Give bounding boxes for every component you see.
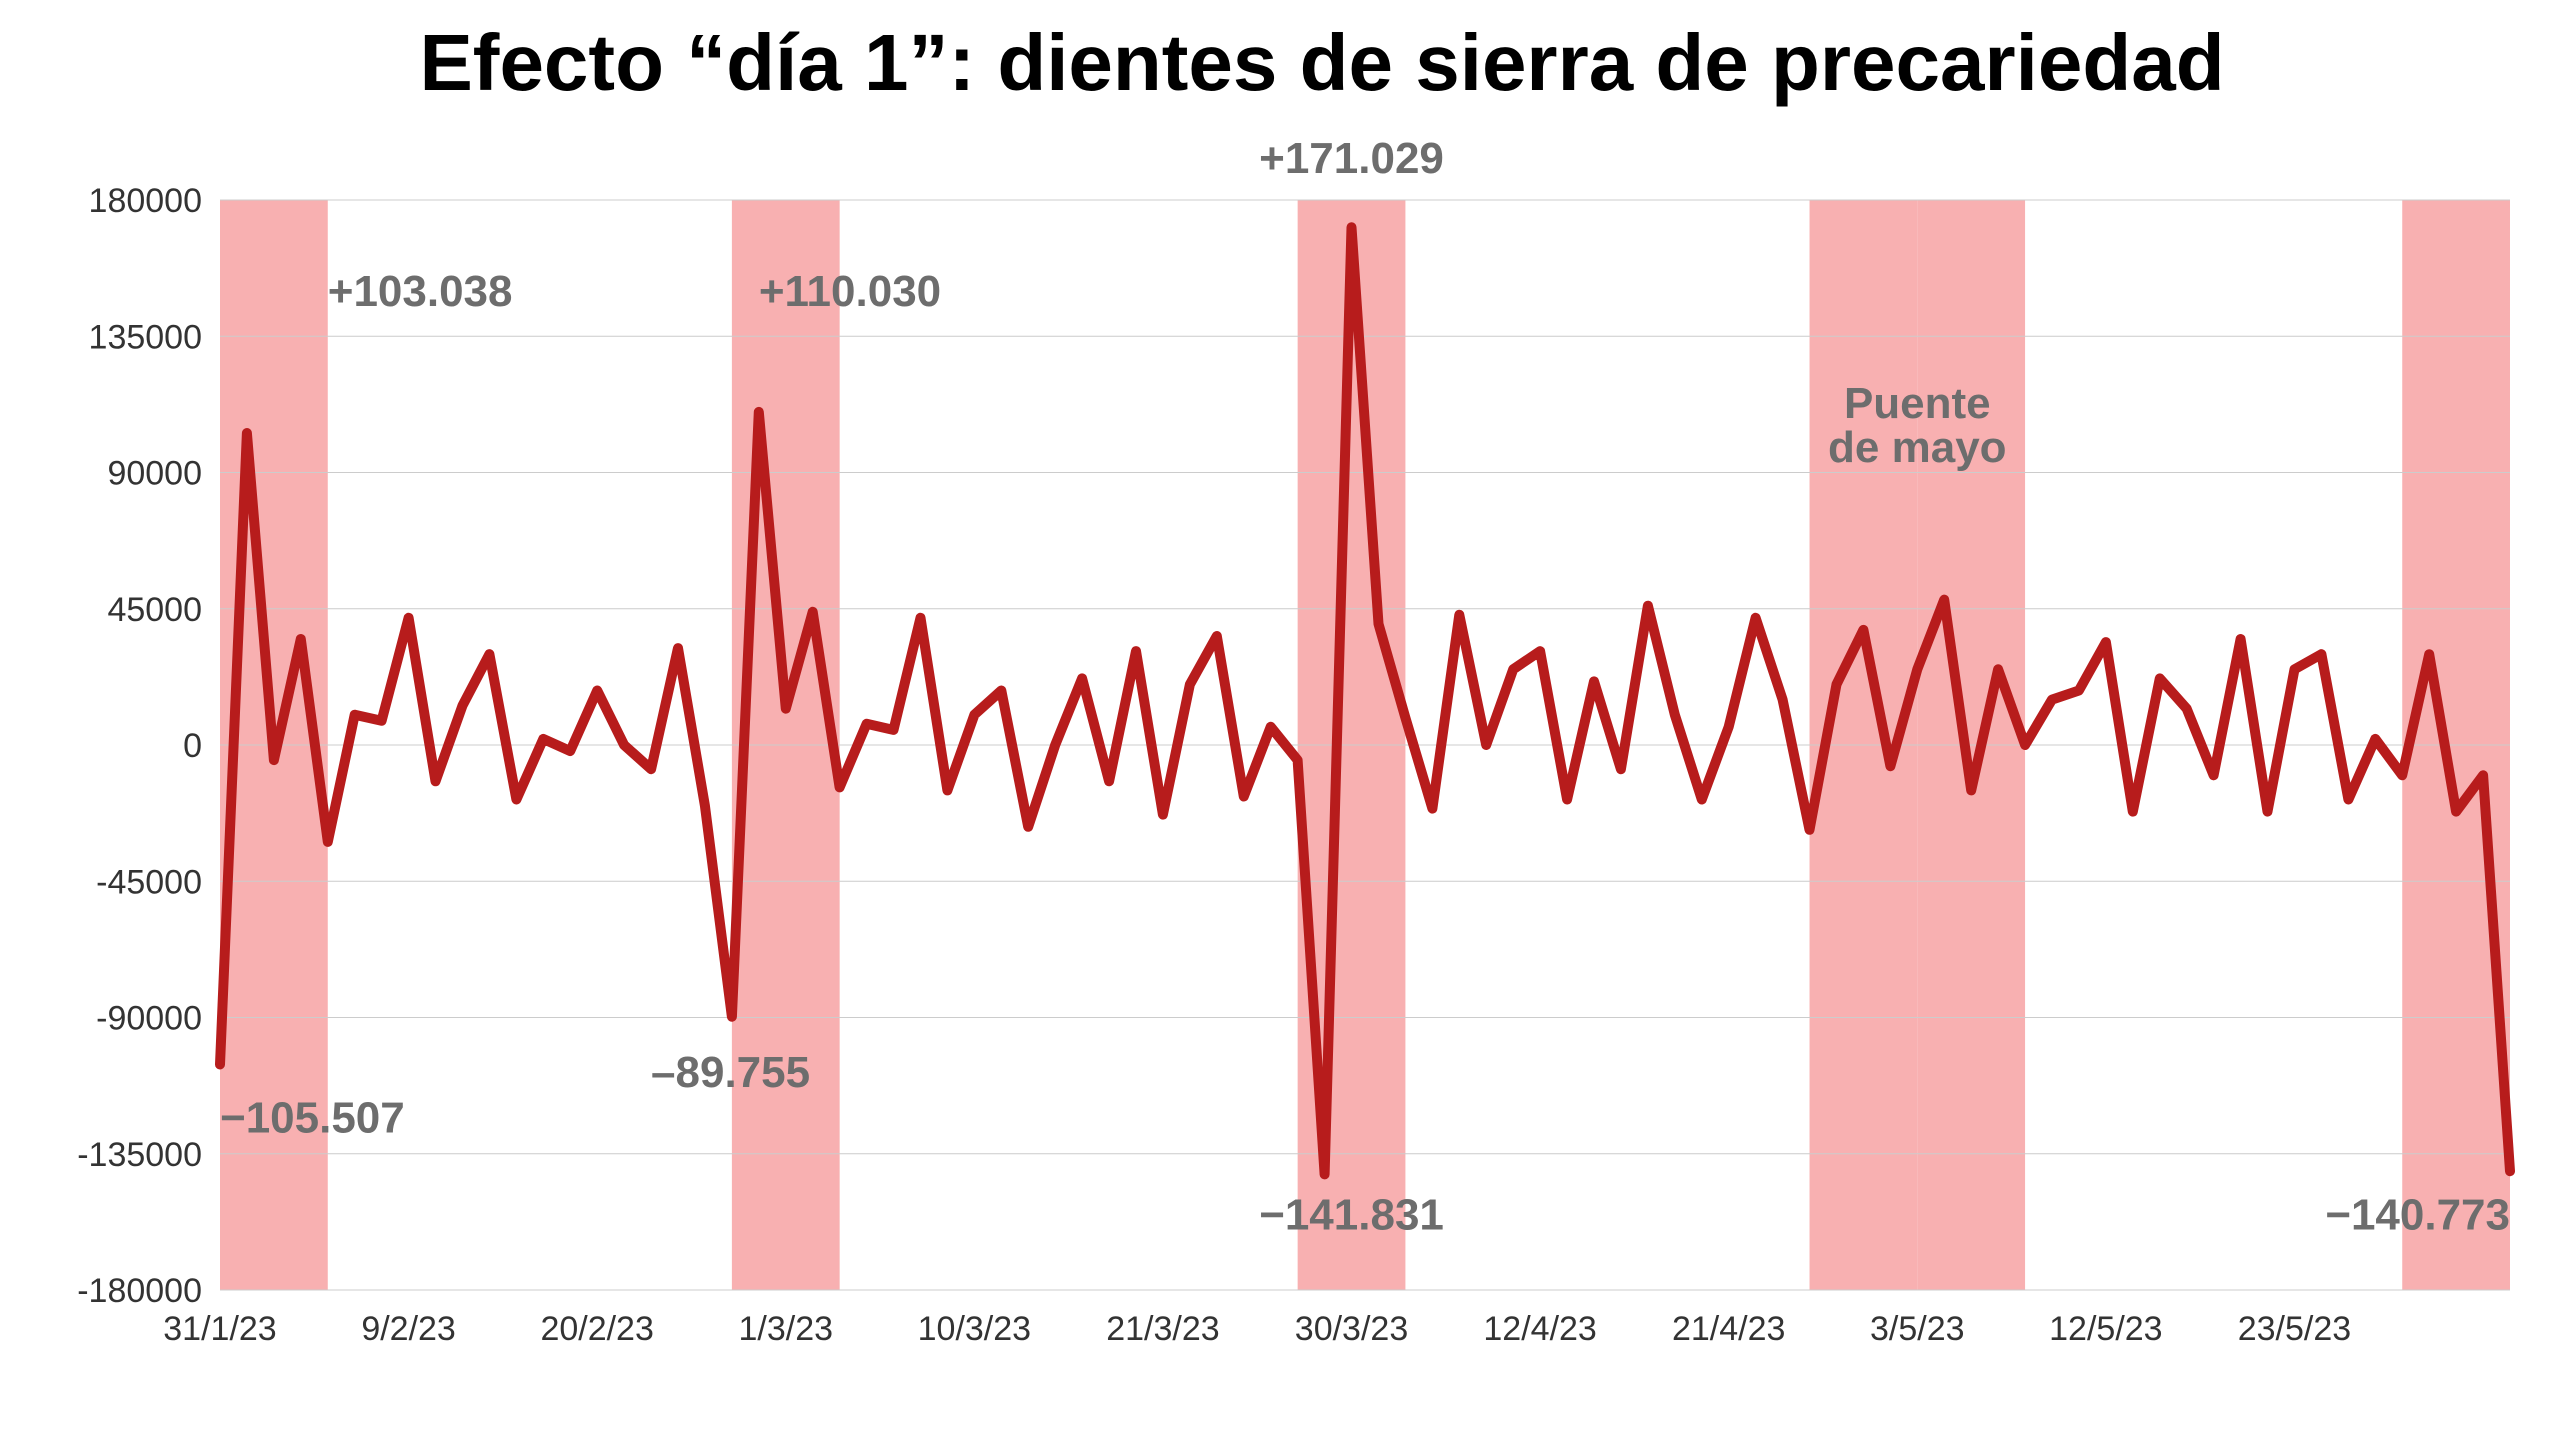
chart-container: Efecto “día 1”: dientes de sierra de pre… (0, 0, 2564, 1432)
annotation-label: de mayo (1828, 423, 2007, 472)
annotation-label: −105.507 (220, 1094, 405, 1143)
x-tick-label: 9/2/23 (361, 1310, 456, 1348)
x-tick-label: 10/3/23 (918, 1310, 1031, 1348)
x-tick-label: 23/5/23 (2238, 1310, 2351, 1348)
y-tick-label: 0 (183, 727, 202, 765)
annotation-label: +103.038 (328, 267, 513, 316)
x-tick-label: 12/5/23 (2049, 1310, 2162, 1348)
y-tick-label: -135000 (77, 1136, 202, 1174)
y-tick-label: -90000 (96, 1000, 202, 1038)
annotation-label: +171.029 (1259, 134, 1444, 183)
x-tick-label: 21/4/23 (1672, 1310, 1785, 1348)
y-tick-label: 135000 (89, 318, 202, 356)
annotation-label: −140.773 (2325, 1190, 2510, 1239)
y-tick-label: -180000 (77, 1272, 202, 1310)
y-tick-label: 180000 (89, 182, 202, 220)
y-tick-label: -45000 (96, 863, 202, 901)
x-tick-label: 30/3/23 (1295, 1310, 1408, 1348)
x-tick-label: 12/4/23 (1483, 1310, 1596, 1348)
y-tick-label: 45000 (107, 591, 202, 629)
x-tick-label: 20/2/23 (540, 1310, 653, 1348)
chart-title: Efecto “día 1”: dientes de sierra de pre… (419, 18, 2224, 107)
annotation-label: −141.831 (1259, 1190, 1444, 1239)
annotation-label: Puente (1844, 379, 1991, 428)
y-tick-label: 90000 (107, 455, 202, 493)
chart-svg: Efecto “día 1”: dientes de sierra de pre… (0, 0, 2564, 1432)
x-tick-label: 1/3/23 (738, 1310, 833, 1348)
x-tick-label: 31/1/23 (163, 1310, 276, 1348)
x-tick-label: 3/5/23 (1870, 1310, 1965, 1348)
x-tick-label: 21/3/23 (1106, 1310, 1219, 1348)
annotation-label: –89.755 (651, 1048, 810, 1097)
annotation-label: +110.030 (759, 267, 941, 316)
